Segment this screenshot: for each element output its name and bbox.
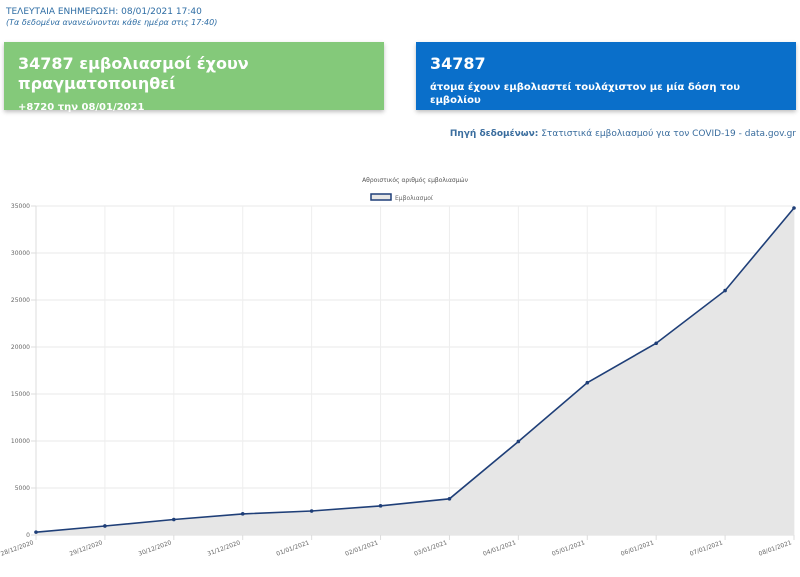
last-update-label: ΤΕΛΕΥΤΑΙΑ ΕΝΗΜΕΡΩΣΗ: 08/01/2021 17:40 — [6, 7, 202, 17]
y-tick-label: 30000 — [11, 250, 30, 257]
data-source: Πηγή δεδομένων: Στατιστικά εμβολιασμού γ… — [450, 129, 796, 139]
x-tick-label: 04/01/2021 — [482, 539, 517, 557]
people-vaccinated-card: 34787 άτομα έχουν εμβολιαστεί τουλάχιστο… — [416, 42, 796, 110]
x-axis-ticks: 28/12/2020 29/12/2020 30/12/2020 31/12/2020… — [0, 535, 795, 558]
data-point[interactable] — [172, 517, 176, 522]
x-tick-label: 07/01/2021 — [689, 539, 724, 557]
x-tick-label: 29/12/2020 — [69, 539, 104, 557]
series-line — [35, 207, 795, 533]
data-point[interactable] — [447, 497, 452, 501]
legend-label: Εμβολιασμοί — [395, 195, 433, 202]
x-tick-label: 30/12/2020 — [138, 539, 173, 557]
y-axis-ticks: 0 5000 10000 15000 20000 25000 30000 35000 — [11, 203, 36, 539]
people-vaccinated-count: 34787 — [430, 54, 486, 73]
y-tick-label: 35000 — [11, 203, 30, 210]
people-vaccinated-description: άτομα έχουν εμβολιαστεί τουλάχιστον με μ… — [430, 82, 740, 106]
data-point[interactable] — [309, 509, 314, 513]
data-source-label: Πηγή δεδομένων: — [449, 129, 539, 139]
y-tick-label: 25000 — [11, 297, 30, 304]
data-point[interactable] — [378, 504, 383, 508]
data-point[interactable] — [585, 380, 590, 385]
daily-increase-text: +8720 την 08/01/2021 — [18, 102, 145, 113]
legend-swatch — [370, 193, 392, 201]
series-points — [34, 206, 796, 534]
cumulative-vaccinations-chart: Αθροιστικός αριθμός εμβολιασμών Εμβολιασ… — [0, 177, 796, 558]
x-tick-label: 01/01/2021 — [275, 539, 310, 557]
y-tick-label: 5000 — [15, 485, 30, 492]
chart-title: Αθροιστικός αριθμός εμβολιασμών — [362, 177, 468, 184]
update-schedule-note: (Τα δεδομένα ανανεώνονται κάθε ημέρα στι… — [6, 18, 218, 27]
data-source-link[interactable]: Στατιστικά εμβολιασμού για τον COVID-19 … — [541, 129, 796, 139]
data-point[interactable] — [34, 530, 38, 534]
x-tick-label: 28/12/2020 — [0, 539, 35, 557]
total-vaccinations-card: 34787 εμβολιασμοί έχουν πραγματοποιηθεί … — [4, 42, 384, 113]
data-point[interactable] — [516, 439, 521, 444]
x-tick-label: 02/01/2021 — [344, 539, 379, 557]
x-tick-label: 08/01/2021 — [758, 539, 793, 557]
data-point[interactable] — [103, 524, 107, 528]
y-tick-label: 10000 — [11, 438, 30, 445]
chart-legend[interactable]: Εμβολιασμοί — [370, 193, 433, 202]
data-point[interactable] — [240, 512, 245, 516]
x-tick-label: 03/01/2021 — [413, 539, 448, 557]
data-point[interactable] — [654, 341, 658, 346]
x-tick-label: 05/01/2021 — [551, 539, 586, 557]
y-tick-label: 0 — [26, 532, 30, 539]
y-tick-label: 20000 — [11, 344, 30, 351]
data-point[interactable] — [723, 288, 727, 293]
y-tick-label: 15000 — [11, 391, 30, 398]
series-area-fill — [36, 208, 794, 535]
x-tick-label: 31/12/2020 — [207, 539, 242, 557]
x-tick-label: 06/01/2021 — [620, 539, 655, 557]
total-vaccinations-headline: 34787 εμβολιασμοί έχουν πραγματοποιηθεί — [18, 54, 249, 93]
data-point[interactable] — [792, 206, 796, 210]
